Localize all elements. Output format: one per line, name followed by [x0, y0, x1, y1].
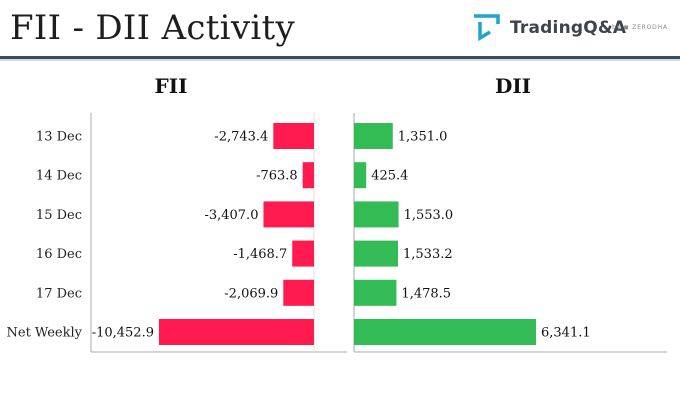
dii-panel-title: DII: [495, 74, 531, 98]
fii-value-label: -3,407.0: [204, 208, 258, 223]
dii-bar: [354, 240, 399, 267]
dii-value-label: 1,553.0: [404, 208, 454, 223]
dii-value-label: 1,351.0: [398, 130, 448, 145]
category-label: 14 Dec: [36, 169, 82, 184]
fii-bar: [302, 162, 314, 189]
fii-bar: [159, 319, 314, 345]
fii-value-label: -1,468.7: [233, 247, 287, 262]
dii-bar: [354, 201, 399, 228]
category-label: 13 Dec: [36, 130, 82, 145]
page-title: FII - DII Activity: [10, 8, 295, 48]
dii-value-label: 1,533.2: [403, 247, 453, 262]
category-label: Net Weekly: [7, 326, 83, 341]
dii-bar: [354, 319, 536, 345]
dii-bar: [354, 162, 367, 189]
fii-value-labels: -2,743.4 -763.8 -3,407.0 -1,468.7 -2,069.9 -1…: [92, 130, 298, 341]
fii-bar: [273, 123, 314, 149]
fii-bar: [263, 201, 314, 228]
category-label: 15 Dec: [36, 208, 82, 223]
tradingqa-logo-icon: [474, 14, 500, 42]
dii-bar: [354, 279, 397, 306]
fii-axes: [90, 113, 347, 353]
category-labels: 13 Dec 14 Dec 15 Dec 16 Dec 17 Dec Net Weekly: [7, 130, 83, 341]
fii-bar: [283, 279, 314, 306]
dii-value-label: 6,341.1: [541, 326, 591, 341]
fii-value-label: -10,452.9: [92, 326, 154, 341]
dii-value-label: 425.4: [371, 169, 408, 184]
dii-value-label: 1,478.5: [401, 286, 451, 301]
dii-axes: [353, 113, 667, 353]
header-rule-shadow: [0, 59, 680, 61]
fii-bar: [292, 240, 314, 267]
category-label: 16 Dec: [36, 247, 82, 262]
fii-value-label: -763.8: [256, 169, 298, 184]
brand-sub: by ◼ ZERODHA: [612, 24, 668, 31]
fii-bars: [159, 123, 314, 345]
brand-name: TradingQ&A: [510, 18, 627, 38]
header-rule: [0, 56, 680, 59]
dii-value-labels: 1,351.0 425.4 1,553.0 1,533.2 1,478.5 6,341.1: [371, 130, 590, 341]
fii-value-label: -2,069.9: [224, 286, 278, 301]
fii-value-label: -2,743.4: [214, 130, 268, 145]
category-label: 17 Dec: [36, 286, 82, 301]
page-header: FII - DII Activity TradingQ&A by ◼ ZEROD…: [0, 0, 680, 56]
dii-bar: [354, 123, 393, 149]
fii-panel-title: FII: [155, 74, 188, 98]
dii-bars: [354, 123, 536, 345]
